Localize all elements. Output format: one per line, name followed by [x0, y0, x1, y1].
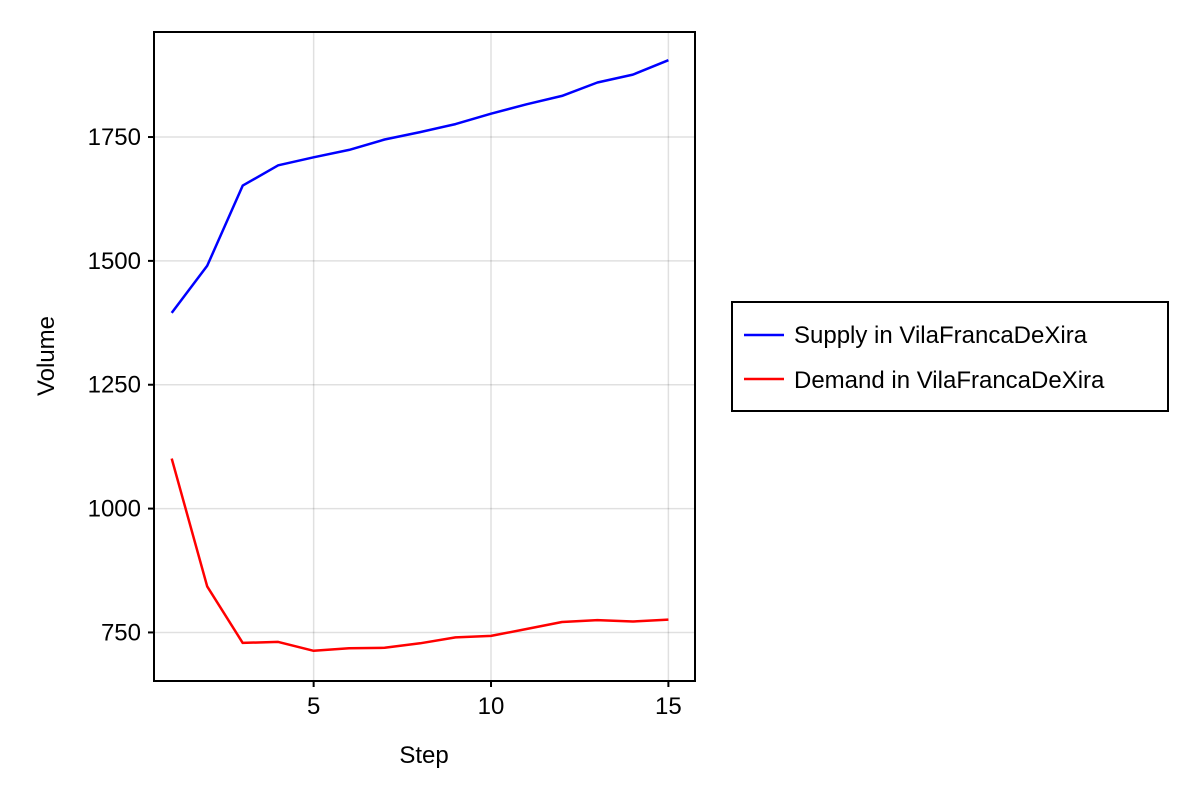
y-axis-title: Volume [33, 316, 60, 396]
series-line-supply [170, 59, 669, 314]
legend-box [731, 301, 1169, 412]
x-tick-label: 15 [655, 693, 682, 720]
legend: Supply in VilaFrancaDeXira Demand in Vil… [731, 301, 1169, 412]
legend-label-supply: Supply in VilaFrancaDeXira [794, 322, 1088, 349]
series-lines [170, 59, 669, 653]
y-tick-label: 1750 [88, 124, 141, 151]
y-tick-label: 1500 [88, 248, 141, 275]
y-tick-label: 1000 [88, 496, 141, 523]
legend-label-demand: Demand in VilaFrancaDeXira [794, 367, 1105, 394]
x-tick-label: 10 [478, 693, 505, 720]
series-line-demand [170, 458, 669, 653]
grid [154, 32, 695, 681]
x-tick-label: 5 [307, 693, 320, 720]
x-axis-title: Step [399, 742, 448, 769]
y-tick-label: 750 [101, 619, 141, 646]
y-tick-label: 1250 [88, 372, 141, 399]
plot-frame [153, 31, 696, 682]
axis-ticks: 5 10 15 750 1000 1250 1500 1750 [88, 124, 682, 720]
